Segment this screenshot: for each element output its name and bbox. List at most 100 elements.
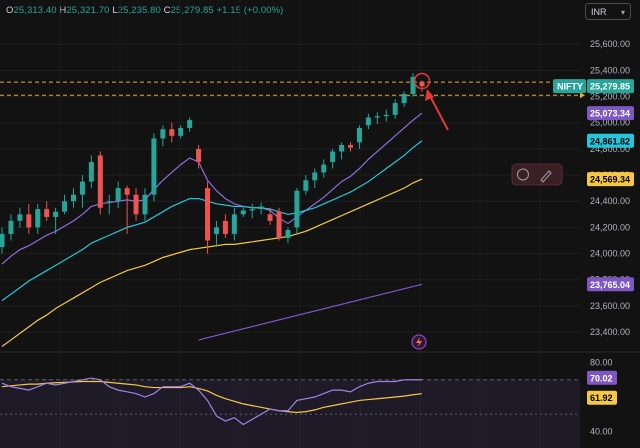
candle-body xyxy=(106,201,112,203)
candle-body xyxy=(133,194,139,215)
candle-body xyxy=(419,81,425,87)
candle-body xyxy=(124,188,130,195)
candle-body xyxy=(356,127,362,143)
candle-body xyxy=(267,214,273,221)
candle-body xyxy=(374,116,380,118)
moving-average-line xyxy=(198,283,423,341)
candle-body xyxy=(8,220,14,234)
price-tag xyxy=(587,79,634,94)
change-value: +1.15 (+0.00%) xyxy=(216,5,284,16)
close-label: C xyxy=(163,5,171,16)
candle-body xyxy=(321,164,327,173)
high-value: 25,321.70 xyxy=(66,5,110,16)
price-tag xyxy=(587,277,634,292)
price-line-marker xyxy=(580,92,585,99)
grid xyxy=(0,43,580,333)
candle-body xyxy=(97,155,103,208)
edit-icon[interactable] xyxy=(540,170,552,183)
floating-toolbar[interactable] xyxy=(511,163,563,186)
candle-body xyxy=(151,138,157,195)
candle-body xyxy=(26,214,32,228)
rsi-tick-label: 80.00 xyxy=(590,358,613,368)
rsi-pane: 80.00 40.00 70.02 61.92 xyxy=(0,351,640,448)
price-tag-label: 23,765.04 xyxy=(590,280,630,290)
currency-label: INR xyxy=(591,7,607,17)
candle-body xyxy=(205,188,211,241)
annotation-arrowhead xyxy=(425,89,434,101)
candle-body xyxy=(178,127,184,136)
price-tag-label: 24,861.82 xyxy=(590,136,630,146)
candle-body xyxy=(249,209,255,211)
price-tick-label: 24,400.00 xyxy=(590,196,630,206)
price-tag xyxy=(587,106,634,121)
currency-selector[interactable]: INR ▾ xyxy=(585,3,631,20)
price-tick-label: 25,400.00 xyxy=(590,65,630,75)
candle-body xyxy=(303,180,309,191)
chevron-down-icon: ▾ xyxy=(620,8,625,17)
price-tick-label: 25,200.00 xyxy=(590,92,630,102)
candle-body xyxy=(187,120,193,128)
candle-body xyxy=(53,211,59,217)
moving-averages xyxy=(1,112,423,347)
candle-body xyxy=(312,172,318,181)
price-tags: 25,279.85 25,073.34 24,861.82 24,569.34 23,7… xyxy=(553,79,634,292)
price-tick-label: 24,800.00 xyxy=(590,144,630,154)
rsi-tag xyxy=(587,370,617,385)
close-value: 25,279.85 xyxy=(170,5,214,16)
candle-body xyxy=(115,188,121,202)
candle-body xyxy=(44,209,50,217)
rsi-tick-label: 40.00 xyxy=(590,426,613,436)
candle-body xyxy=(213,227,219,234)
rsi-tag-label: 61.92 xyxy=(590,393,613,403)
candle-body xyxy=(169,129,175,136)
candle-body xyxy=(142,194,148,215)
candle-body xyxy=(401,93,407,104)
low-label: L xyxy=(112,5,118,16)
candle-body xyxy=(70,194,76,202)
candle-body xyxy=(79,181,85,195)
price-tick-label: 25,600.00 xyxy=(590,39,630,49)
candle-body xyxy=(348,144,354,148)
candle-body xyxy=(365,117,371,126)
moving-average-line xyxy=(1,112,423,265)
candle-body xyxy=(231,214,237,234)
symbol-tag xyxy=(553,79,586,94)
candle-body xyxy=(0,233,5,248)
annotation-arrow xyxy=(429,95,449,131)
ohlc-legend: O25,313.40 H25,321.70 L25,235.80 C25,279… xyxy=(6,5,283,16)
candle-body xyxy=(294,190,300,228)
candle-body xyxy=(240,210,246,215)
candle-body xyxy=(160,129,166,139)
candle-body xyxy=(330,151,336,162)
candles xyxy=(0,72,425,254)
price-tick-label: 23,400.00 xyxy=(590,327,630,337)
rsi-tag-label: 70.02 xyxy=(590,373,613,383)
rsi-line xyxy=(1,377,422,426)
price-lines xyxy=(0,79,585,99)
candle-body xyxy=(258,206,264,210)
candle-body xyxy=(392,103,398,115)
low-value: 25,235.80 xyxy=(117,5,161,16)
candle-body xyxy=(285,230,291,238)
price-tag xyxy=(587,133,634,148)
candle-body xyxy=(410,76,416,94)
price-tick-label: 24,000.00 xyxy=(590,249,630,259)
price-tag-label: 25,073.34 xyxy=(590,109,630,119)
open-label: O xyxy=(6,5,14,16)
rsi-tag xyxy=(587,390,617,405)
candle-body xyxy=(62,201,68,212)
candle-body xyxy=(196,148,202,162)
candle-body xyxy=(88,161,94,182)
annotation-circle xyxy=(413,72,431,90)
lightning-icon[interactable] xyxy=(411,334,427,350)
candle-body xyxy=(339,144,345,152)
price-tick-label: 23,600.00 xyxy=(590,301,630,311)
price-tick-label: 24,200.00 xyxy=(590,222,630,232)
candle-body xyxy=(35,209,41,228)
ai-icon[interactable] xyxy=(517,168,529,181)
candle-body xyxy=(17,214,23,221)
moving-average-line xyxy=(1,178,423,347)
candle-body xyxy=(276,211,282,238)
candle-body xyxy=(222,220,228,234)
